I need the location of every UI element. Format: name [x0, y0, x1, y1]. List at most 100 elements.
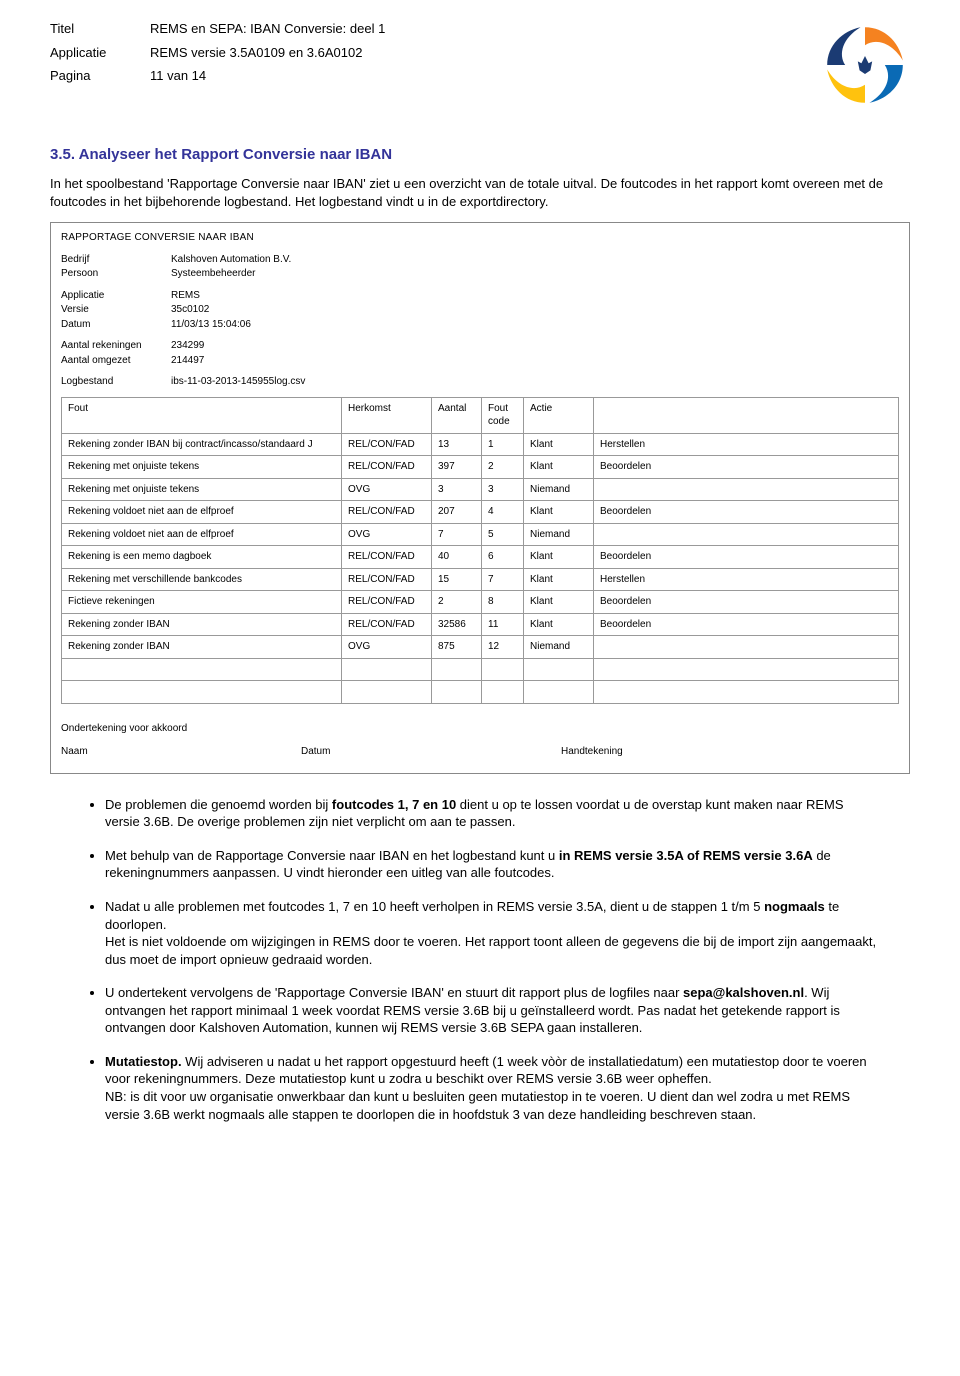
table-cell: 2: [482, 456, 524, 479]
table-cell: [594, 658, 899, 681]
list-item: De problemen die genoemd worden bij fout…: [105, 796, 880, 831]
table-cell: [342, 658, 432, 681]
col-header: Aantal: [432, 397, 482, 433]
table-cell: 3: [482, 478, 524, 501]
meta-label: Aantal omgezet: [61, 354, 171, 368]
col-header: Herkomst: [342, 397, 432, 433]
meta-value: 214497: [171, 354, 899, 368]
table-cell: Rekening voldoet niet aan de elfproef: [62, 501, 342, 524]
col-header: [594, 397, 899, 433]
table-cell: Rekening zonder IBAN: [62, 613, 342, 636]
table-cell: Herstellen: [594, 433, 899, 456]
table-cell: Rekening met onjuiste tekens: [62, 456, 342, 479]
meta-label-app: Applicatie: [50, 44, 140, 62]
table-cell: Klant: [524, 433, 594, 456]
report-meta-1: BedrijfKalshoven Automation B.V. Persoon…: [61, 253, 899, 281]
signature-datum: Datum: [301, 745, 561, 759]
table-cell: REL/CON/FAD: [342, 568, 432, 591]
report-meta-2: ApplicatieREMS Versie35c0102 Datum11/03/…: [61, 289, 899, 332]
meta-value-app: REMS versie 3.5A0109 en 3.6A0102: [150, 44, 385, 62]
table-cell: [524, 681, 594, 704]
table-cell: Rekening met onjuiste tekens: [62, 478, 342, 501]
list-item: Met behulp van de Rapportage Conversie n…: [105, 847, 880, 882]
section-heading: 3.5. Analyseer het Rapport Conversie naa…: [50, 145, 910, 165]
table-row: Rekening voldoet niet aan de elfproefREL…: [62, 501, 899, 524]
table-cell: 11: [482, 613, 524, 636]
table-cell: 8: [482, 591, 524, 614]
col-header: Actie: [524, 397, 594, 433]
table-cell: [62, 658, 342, 681]
table-cell: Niemand: [524, 478, 594, 501]
table-cell: 13: [432, 433, 482, 456]
meta-value-title: REMS en SEPA: IBAN Conversie: deel 1: [150, 20, 385, 38]
table-row: Rekening zonder IBAN bij contract/incass…: [62, 433, 899, 456]
table-cell: [432, 681, 482, 704]
text: Het is niet voldoende om wijzigingen in …: [105, 934, 876, 967]
table-cell: Rekening voldoet niet aan de elfproef: [62, 523, 342, 546]
table-cell: Niemand: [524, 523, 594, 546]
table-cell: Klant: [524, 568, 594, 591]
bold-text: foutcodes 1, 7 en 10: [332, 797, 456, 812]
table-cell: 1: [482, 433, 524, 456]
table-cell: [594, 636, 899, 659]
table-cell: Beoordelen: [594, 456, 899, 479]
meta-value: REMS: [171, 289, 899, 303]
list-item: Mutatiestop. Wij adviseren u nadat u het…: [105, 1053, 880, 1123]
table-cell: REL/CON/FAD: [342, 501, 432, 524]
text: U ondertekent vervolgens de 'Rapportage …: [105, 985, 683, 1000]
report-meta-3: Aantal rekeningen234299 Aantal omgezet21…: [61, 339, 899, 367]
table-cell: Beoordelen: [594, 591, 899, 614]
bold-text: nogmaals: [764, 899, 825, 914]
table-cell: Herstellen: [594, 568, 899, 591]
table-cell: [62, 681, 342, 704]
table-cell: OVG: [342, 478, 432, 501]
table-row: Rekening is een memo dagboekREL/CON/FAD4…: [62, 546, 899, 569]
table-cell: REL/CON/FAD: [342, 433, 432, 456]
table-cell: Klant: [524, 591, 594, 614]
table-cell: Rekening is een memo dagboek: [62, 546, 342, 569]
list-item: Nadat u alle problemen met foutcodes 1, …: [105, 898, 880, 968]
table-cell: Klant: [524, 456, 594, 479]
bullet-list: De problemen die genoemd worden bij fout…: [50, 796, 910, 1123]
table-cell: [432, 658, 482, 681]
table-cell: [594, 523, 899, 546]
table-cell: 6: [482, 546, 524, 569]
report-title: RAPPORTAGE CONVERSIE NAAR IBAN: [61, 231, 899, 245]
table-cell: 2: [432, 591, 482, 614]
bold-text: sepa@kalshoven.nl: [683, 985, 804, 1000]
meta-value-page: 11 van 14: [150, 67, 385, 85]
section-title: Analyseer het Rapport Conversie naar IBA…: [79, 146, 392, 163]
meta-value: 35c0102: [171, 303, 899, 317]
table-cell: 40: [432, 546, 482, 569]
table-cell: 7: [432, 523, 482, 546]
bold-text: Mutatiestop.: [105, 1054, 182, 1069]
meta-label: Applicatie: [61, 289, 171, 303]
table-cell: REL/CON/FAD: [342, 591, 432, 614]
bold-text: in REMS versie 3.5A of REMS versie 3.6A: [559, 848, 813, 863]
report-meta-4: Logbestandibs-11-03-2013-145955log.csv: [61, 375, 899, 389]
table-row: Rekening zonder IBANOVG87512Niemand: [62, 636, 899, 659]
meta-value: 234299: [171, 339, 899, 353]
logo: [820, 20, 910, 110]
text: De problemen die genoemd worden bij: [105, 797, 332, 812]
table-cell: REL/CON/FAD: [342, 456, 432, 479]
table-row: Rekening met onjuiste tekensOVG33Niemand: [62, 478, 899, 501]
header-meta: Titel REMS en SEPA: IBAN Conversie: deel…: [50, 20, 385, 85]
table-cell: 4: [482, 501, 524, 524]
table-cell: 32586: [432, 613, 482, 636]
meta-label: Logbestand: [61, 375, 171, 389]
meta-label: Versie: [61, 303, 171, 317]
table-header-row: Fout Herkomst Aantal Fout code Actie: [62, 397, 899, 433]
table-cell: [524, 658, 594, 681]
text: Wij adviseren u nadat u het rapport opge…: [105, 1054, 867, 1087]
table-cell: 12: [482, 636, 524, 659]
page-header: Titel REMS en SEPA: IBAN Conversie: deel…: [50, 20, 910, 110]
table-cell: 3: [432, 478, 482, 501]
table-cell: Beoordelen: [594, 501, 899, 524]
meta-value: Systeembeheerder: [171, 267, 899, 281]
section-number: 3.5.: [50, 146, 75, 163]
table-cell: [482, 681, 524, 704]
list-item: U ondertekent vervolgens de 'Rapportage …: [105, 984, 880, 1037]
col-header: Fout code: [482, 397, 524, 433]
table-cell: REL/CON/FAD: [342, 613, 432, 636]
